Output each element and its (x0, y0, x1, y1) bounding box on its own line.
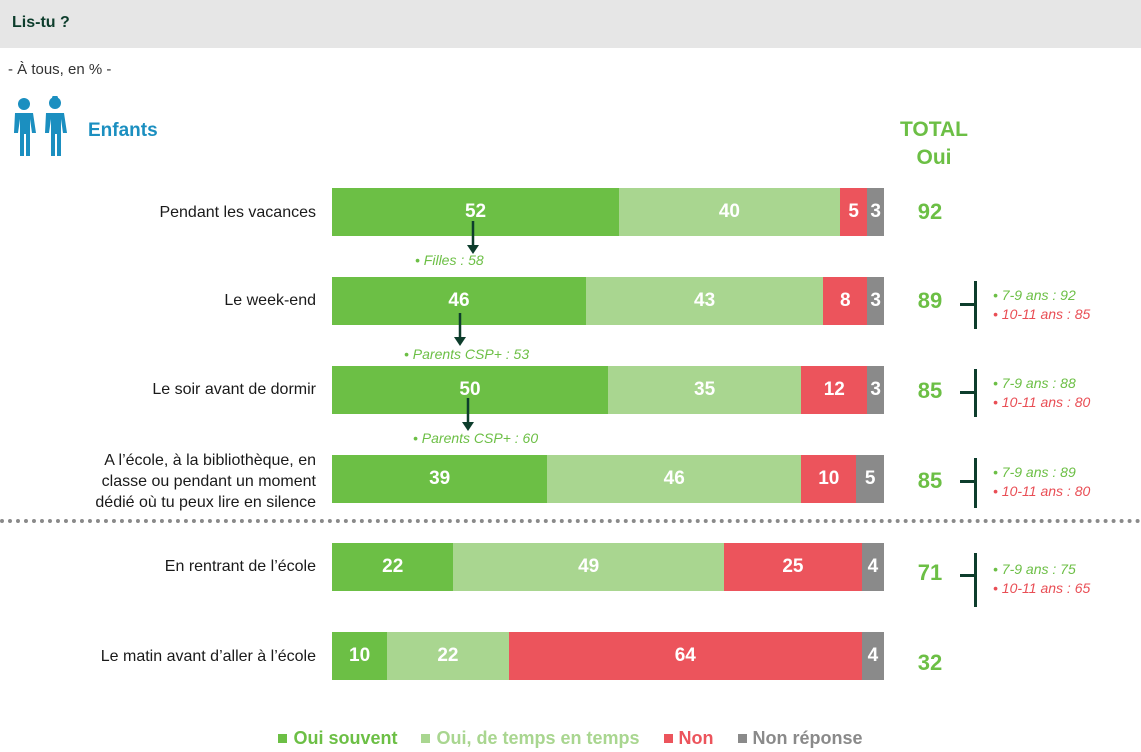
legend: Oui souvent Oui, de temps en temps Non N… (0, 728, 1141, 749)
row-label: Pendant les vacances (159, 204, 316, 221)
stacked-bar: 52 40 5 3 (332, 188, 884, 236)
segment-non: 12 (801, 366, 868, 414)
total-value: 71 (917, 560, 943, 585)
children-icon (14, 96, 67, 156)
legend-label: Non (678, 728, 714, 748)
total-header-line2: Oui (916, 146, 952, 169)
stacked-bar: 50 35 12 3 (332, 366, 884, 414)
legend-label: Non réponse (752, 728, 863, 748)
segment-non-reponse: 4 (861, 632, 884, 680)
stacked-bar: 22 49 25 4 (332, 543, 884, 591)
total-value: 32 (917, 650, 943, 675)
total-header: TOTAL Oui (880, 116, 988, 172)
arrow-down-icon (467, 221, 479, 254)
section-divider (0, 519, 1141, 523)
total-header-line1: TOTAL (899, 118, 969, 141)
row-label: En rentrant de l’école (164, 558, 316, 575)
row-label: A l’école, à la bibliothèque, en classe … (95, 452, 316, 511)
page-subtitle: - À tous, en % - (8, 61, 112, 78)
segment-oui-souvent: 10 (332, 632, 388, 680)
group-label: Enfants (88, 120, 158, 141)
segment-non: 64 (508, 632, 862, 680)
age-brace (960, 553, 982, 607)
segment-oui-temps: 49 (453, 543, 724, 591)
age-10-11: • 10-11 ans : 85 (993, 306, 1091, 322)
total-value: 92 (917, 199, 943, 224)
legend-item: Oui, de temps en temps (421, 728, 640, 749)
segment-oui-temps: 40 (619, 188, 840, 236)
stacked-bar: 39 46 10 5 (332, 455, 884, 503)
segment-non: 10 (801, 455, 857, 503)
age-10-11: • 10-11 ans : 80 (993, 483, 1091, 499)
header-bar (0, 0, 1141, 48)
segment-oui-temps: 43 (585, 277, 824, 325)
age-brace (960, 458, 982, 508)
legend-label: Oui, de temps en temps (436, 728, 640, 748)
age-breakdown: • 7-9 ans : 89 • 10-11 ans : 80 (993, 463, 1090, 501)
segment-non-reponse: 3 (867, 277, 884, 325)
page-title: Lis-tu ? (12, 14, 70, 31)
age-7-9: • 7-9 ans : 88 (993, 375, 1076, 391)
annotation-note: • Parents CSP+ : 53 (404, 346, 530, 362)
legend-item: Non réponse (737, 728, 863, 749)
segment-oui-temps: 46 (547, 455, 802, 503)
age-7-9: • 7-9 ans : 75 (993, 561, 1076, 577)
total-value: 89 (917, 288, 943, 313)
legend-swatch (421, 734, 431, 743)
segment-non: 5 (839, 188, 868, 236)
legend-swatch (278, 734, 288, 743)
age-breakdown: • 7-9 ans : 75 • 10-11 ans : 65 (993, 560, 1090, 598)
row-label: Le week-end (224, 292, 316, 309)
stacked-bar: 10 22 64 4 (332, 632, 884, 680)
segment-non-reponse: 5 (856, 455, 884, 503)
legend-label: Oui souvent (293, 728, 398, 748)
segment-oui-souvent: 50 (332, 366, 608, 414)
segment-non-reponse: 3 (867, 366, 884, 414)
segment-non-reponse: 3 (867, 188, 884, 236)
total-value: 85 (917, 468, 943, 493)
age-brace (960, 281, 982, 329)
age-7-9: • 7-9 ans : 92 (993, 287, 1076, 303)
age-10-11: • 10-11 ans : 80 (993, 394, 1091, 410)
annotation-note: • Filles : 58 (415, 252, 484, 268)
stacked-bar: 46 43 8 3 (332, 277, 884, 325)
segment-non: 25 (723, 543, 862, 591)
arrow-down-icon (462, 398, 474, 431)
age-brace (960, 369, 982, 417)
segment-oui-souvent: 52 (332, 188, 620, 236)
age-10-11: • 10-11 ans : 65 (993, 580, 1091, 596)
age-breakdown: • 7-9 ans : 92 • 10-11 ans : 85 (993, 286, 1090, 324)
annotation-note: • Parents CSP+ : 60 (413, 430, 539, 446)
segment-oui-souvent: 22 (332, 543, 454, 591)
segment-oui-souvent: 39 (332, 455, 548, 503)
row-label: Le matin avant d’aller à l’école (100, 648, 316, 665)
legend-swatch (663, 734, 673, 743)
legend-swatch (737, 734, 747, 743)
legend-item: Oui souvent (278, 728, 397, 749)
arrow-down-icon (454, 313, 466, 346)
segment-non-reponse: 4 (861, 543, 884, 591)
segment-oui-temps: 35 (608, 366, 802, 414)
row-label: Le soir avant de dormir (152, 381, 316, 398)
segment-non: 8 (823, 277, 868, 325)
total-value: 85 (917, 378, 943, 403)
age-7-9: • 7-9 ans : 89 (993, 464, 1076, 480)
legend-item: Non (663, 728, 714, 749)
age-breakdown: • 7-9 ans : 88 • 10-11 ans : 80 (993, 374, 1090, 412)
segment-oui-temps: 22 (387, 632, 509, 680)
